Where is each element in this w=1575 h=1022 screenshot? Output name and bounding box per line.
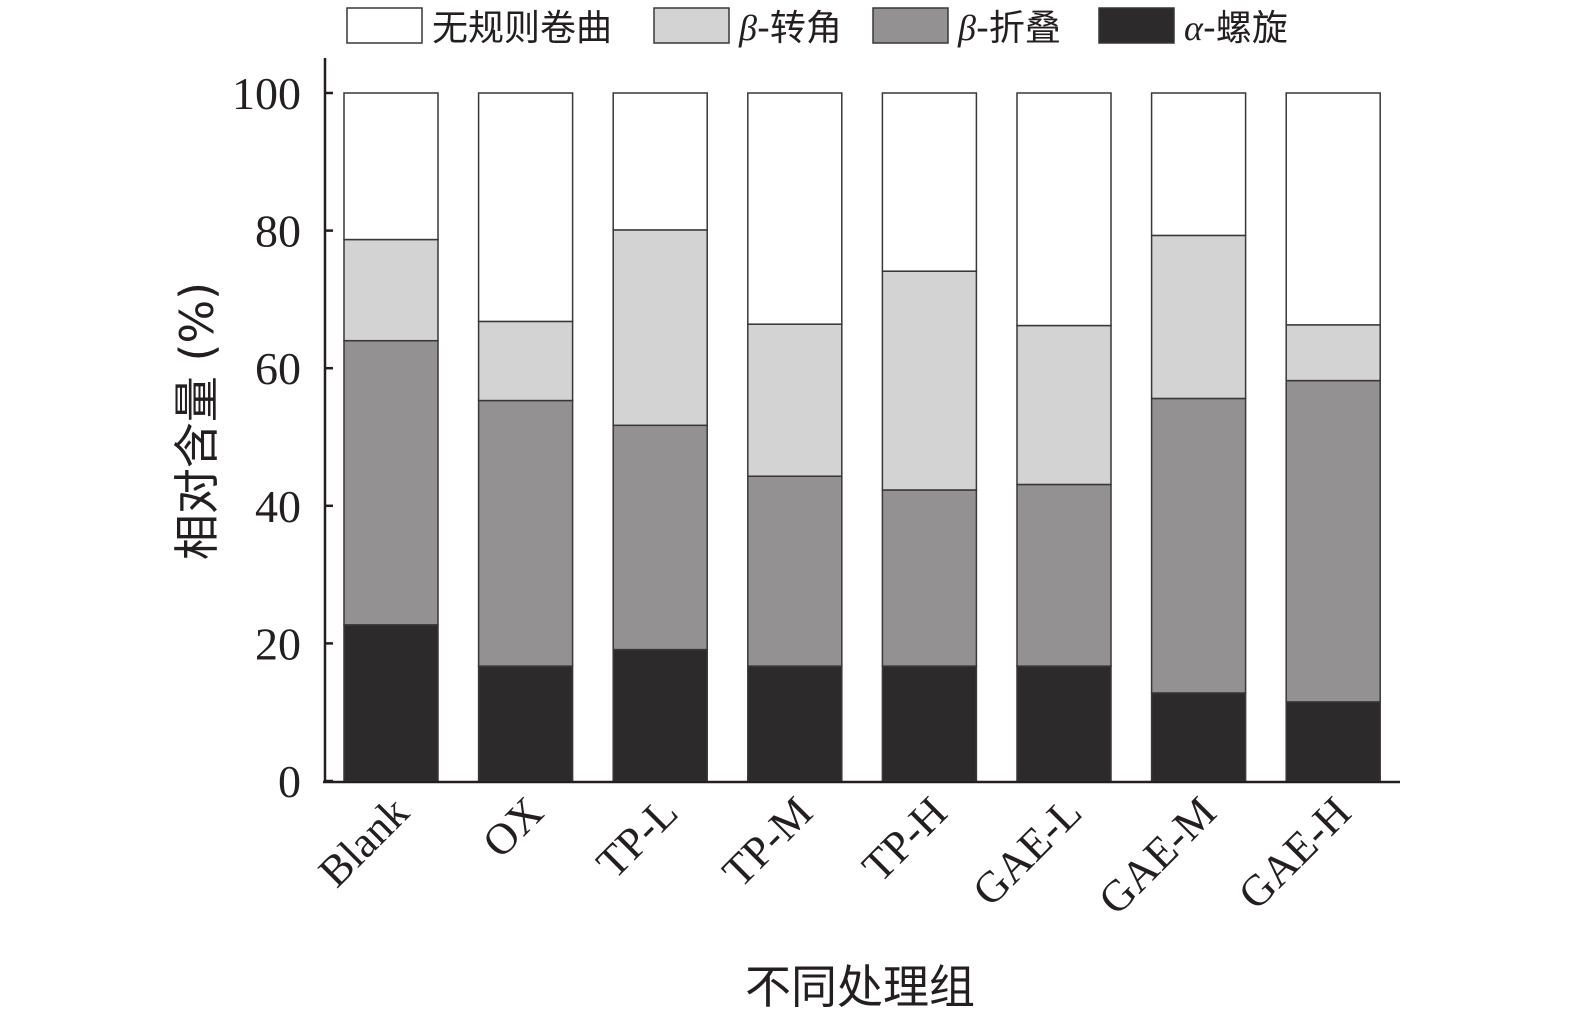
bar-segment	[747, 92, 843, 325]
x-tick-label: TP-H	[853, 787, 957, 891]
bar-segment	[477, 399, 574, 667]
bar-segment	[747, 323, 843, 477]
bar-segment	[343, 624, 439, 782]
y-tick-label: 20	[255, 618, 301, 669]
bar-segment	[1150, 234, 1247, 400]
bar-segment	[1285, 324, 1381, 382]
y-axis-title: 相对含量 (%)	[170, 282, 224, 560]
legend-greek: β	[738, 8, 757, 48]
bar-segment	[1150, 397, 1247, 694]
bar-segment	[1150, 92, 1247, 237]
legend-text: -转角	[757, 8, 842, 49]
legend-label: α-螺旋	[1184, 8, 1288, 49]
bar-segment	[1150, 692, 1247, 782]
bar-segment	[612, 229, 708, 427]
bar-segment	[1016, 483, 1112, 667]
legend-swatch	[872, 7, 949, 44]
bar-segment	[343, 92, 439, 241]
x-tick-label: TP-M	[713, 787, 822, 896]
bar-segment	[1285, 379, 1381, 703]
bar-segment	[881, 489, 978, 667]
x-axis-title: 不同处理组	[745, 960, 975, 1014]
y-tick-label: 80	[255, 206, 301, 257]
legend-text: -螺旋	[1203, 8, 1288, 49]
y-tick-label: 40	[255, 481, 301, 532]
x-tick-label: GAE-M	[1089, 787, 1226, 924]
bars	[343, 92, 1381, 782]
legend-greek: α	[1184, 8, 1204, 48]
legend-swatch	[1098, 7, 1175, 44]
bar-segment	[1016, 665, 1112, 782]
x-tick-label: Blank	[309, 787, 418, 896]
legend-text: -折叠	[976, 8, 1061, 49]
y-tick-label: 60	[255, 343, 301, 394]
bar-segment	[343, 339, 439, 626]
legend-label: β-转角	[738, 8, 842, 49]
bar-segment	[747, 475, 843, 667]
legend-swatch	[346, 7, 423, 44]
bar-segment	[881, 270, 978, 491]
bar-segment	[1285, 92, 1381, 326]
y-tick-label: 0	[278, 756, 301, 807]
bar-segment	[343, 238, 439, 342]
x-tick-label: GAE-L	[963, 787, 1091, 915]
y-tick-label: 100	[232, 68, 301, 119]
legend-label: 无规则卷曲	[432, 8, 612, 49]
x-tick-label: TP-L	[587, 787, 687, 887]
bar-segment	[612, 648, 708, 782]
y-ticks: 0 20 40 60 80 100	[232, 68, 333, 807]
bar-segment	[477, 92, 574, 323]
bar-segment	[612, 424, 708, 651]
x-tick-label: OX	[473, 787, 553, 867]
bar-segment	[1016, 324, 1112, 486]
bar-segment	[747, 665, 843, 782]
bar-segment	[881, 665, 978, 782]
bar-segment	[1285, 701, 1381, 782]
bar-segment	[477, 320, 574, 402]
legend-text: 无规则卷曲	[432, 8, 612, 49]
bar-segment	[612, 92, 708, 231]
bar-segment	[1016, 92, 1112, 327]
x-tick-label: GAE-H	[1229, 787, 1360, 918]
bar-segment	[477, 665, 574, 782]
legend-greek: β	[957, 8, 976, 48]
legend: 无规则卷曲 β-转角 β-折叠 α-螺旋	[346, 7, 1288, 49]
bar-segment	[881, 92, 978, 272]
legend-label: β-折叠	[957, 8, 1061, 49]
axes	[323, 58, 1400, 784]
legend-swatch	[653, 7, 730, 44]
